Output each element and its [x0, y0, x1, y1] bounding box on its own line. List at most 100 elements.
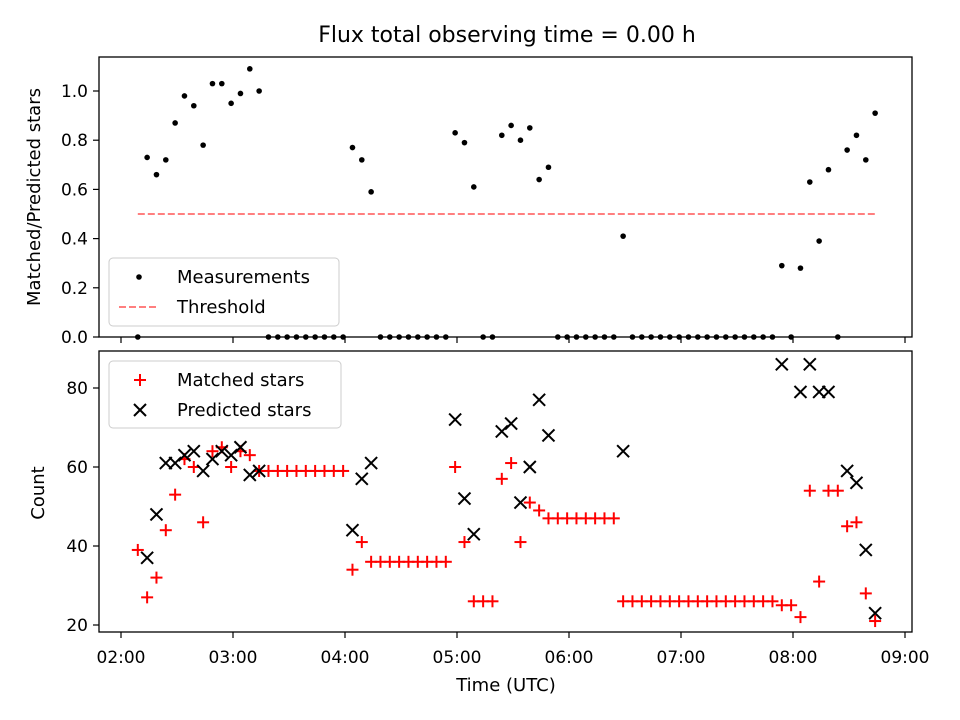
matched-stars-point	[131, 543, 144, 556]
measurement-point	[807, 179, 813, 185]
measurement-point	[181, 93, 188, 99]
top-y-tick-label: 0.8	[61, 131, 88, 151]
bottom-legend-box	[108, 360, 342, 429]
measurement-point	[508, 122, 514, 129]
matched-stars-point	[439, 555, 452, 568]
predicted-stars-point	[467, 527, 481, 541]
measurement-point	[172, 120, 178, 126]
predicted-stars-point	[457, 491, 472, 506]
legend-measurements-marker	[136, 274, 142, 280]
predicted-stars-point	[821, 385, 836, 399]
measurement-point	[153, 171, 160, 178]
measurement-point	[191, 102, 197, 109]
x-tick-label: 03:00	[209, 648, 258, 668]
measurement-point	[779, 262, 785, 269]
predicted-stars-point	[840, 464, 854, 478]
matched-stars-point	[523, 496, 536, 509]
top-legend-box	[108, 257, 340, 327]
matched-stars-point	[869, 615, 882, 628]
legend-threshold-label: Threshold	[176, 297, 266, 318]
x-tick-label: 07:00	[657, 648, 706, 668]
matched-stars-point	[486, 595, 499, 608]
matched-stars-point	[794, 611, 807, 624]
matched-stars-point	[495, 472, 508, 485]
measurement-point	[461, 139, 468, 146]
matched-stars-point	[449, 461, 462, 473]
x-tick-label: 08:00	[769, 648, 818, 668]
matched-stars-point	[355, 536, 368, 549]
measurement-point	[247, 66, 253, 72]
measurement-point	[144, 154, 150, 161]
predicted-stars-point	[187, 444, 201, 458]
measurement-point	[471, 184, 477, 190]
predicted-stars-point	[775, 357, 789, 372]
legend-predicted-marker	[133, 403, 147, 417]
predicted-stars-point	[523, 460, 537, 474]
bottom-panel: Count Time (UTC) 20 40 60 80 02:00 03:00 04:0…	[28, 350, 930, 696]
matched-stars-point	[197, 516, 210, 529]
bottom-ylabel: Count	[28, 466, 49, 519]
predicted-stars-point	[364, 456, 378, 470]
bottom-xlabel: Time (UTC)	[455, 675, 556, 696]
bottom-y-tick-label: 80	[66, 379, 88, 399]
measurement-point	[237, 90, 244, 97]
measurement-point	[797, 265, 804, 271]
matched-stars-point	[346, 563, 359, 576]
top-legend: Measurements Threshold	[108, 257, 340, 327]
measurement-point	[219, 80, 225, 87]
predicted-stars-point	[345, 523, 360, 537]
measurement-point	[853, 132, 860, 139]
predicted-stars-point	[177, 448, 192, 462]
predicted-stars-point	[541, 428, 556, 443]
top-y-tick-label: 1.0	[61, 82, 88, 102]
legend-predicted-label: Predicted stars	[177, 400, 311, 421]
bottom-y-tick-label: 20	[66, 616, 88, 636]
measurement-point	[872, 110, 878, 116]
measurement-point	[517, 137, 524, 143]
predicted-stars-point	[140, 551, 154, 565]
measurement-point	[368, 189, 374, 195]
predicted-stars-point	[205, 452, 220, 466]
top-y-tick-label: 0.2	[61, 279, 88, 299]
predicted-stars-point	[868, 606, 882, 620]
measurement-point	[863, 157, 869, 163]
predicted-stars-point	[504, 416, 518, 431]
measurement-point	[209, 80, 216, 87]
predicted-stars-point	[224, 448, 238, 462]
matched-stars-point	[243, 449, 256, 462]
measurement-point	[163, 157, 169, 163]
measurement-point	[527, 125, 533, 131]
matched-stars-point	[766, 595, 779, 608]
matched-stars-point	[225, 461, 238, 473]
bottom-y-tick-label: 60	[66, 458, 88, 478]
bottom-x-ticks: 02:00 03:00 04:00 05:00 06:00 07:00 08:00 09:00	[97, 632, 930, 668]
matched-stars-point	[206, 445, 219, 458]
matched-stars-point	[607, 512, 620, 525]
measurement-point	[256, 88, 262, 94]
bottom-y-ticks: 20 40 60 80	[66, 379, 99, 636]
predicted-stars-point	[616, 444, 630, 458]
measurement-point	[825, 166, 832, 173]
predicted-stars-point	[448, 412, 462, 427]
predicted-stars-point	[355, 472, 369, 486]
matched-stars-point	[841, 520, 854, 533]
predicted-stars-point	[495, 424, 509, 439]
matched-stars-point	[505, 457, 518, 470]
matched-stars-point	[813, 575, 826, 588]
predicted-stars-point	[215, 444, 229, 458]
matched-stars-point	[337, 464, 350, 477]
predicted-stars-point	[849, 476, 864, 490]
measurement-point	[452, 130, 458, 136]
matched-stars-point	[803, 484, 816, 497]
bottom-y-tick-label: 40	[66, 537, 88, 557]
predicted-stars-point	[196, 464, 210, 478]
predicted-stars-point	[513, 495, 528, 510]
top-panel: Flux total observing time = 0.00 h Match…	[24, 23, 913, 348]
x-tick-label: 02:00	[97, 648, 146, 668]
matched-stars-point	[141, 591, 154, 604]
predicted-stars-point	[233, 440, 248, 454]
measurement-point	[816, 238, 822, 244]
legend-measurements-label: Measurements	[177, 267, 310, 288]
measurement-point	[359, 157, 365, 163]
top-title: Flux total observing time = 0.00 h	[318, 23, 696, 48]
